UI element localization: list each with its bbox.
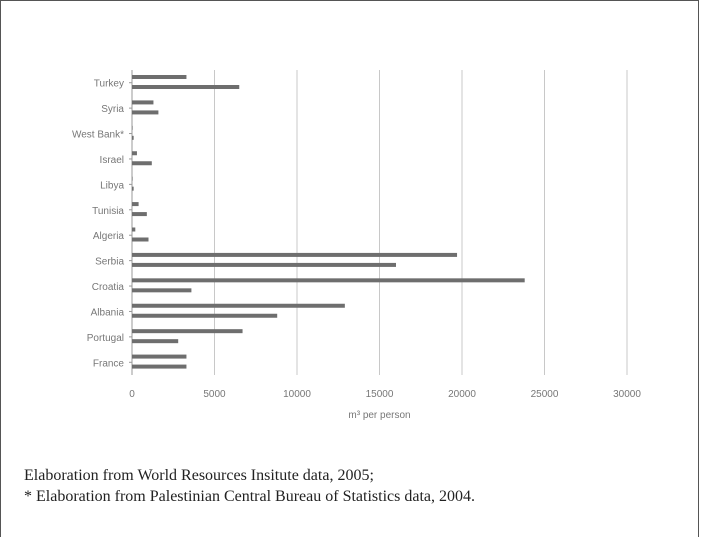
category-label-6: Algeria	[93, 231, 125, 242]
category-label-11: France	[93, 358, 125, 369]
bars	[132, 75, 525, 369]
category-label-1: Syria	[101, 104, 124, 115]
x-tick-30000: 30000	[613, 389, 641, 400]
bar-4-1	[132, 186, 134, 191]
bar-1-1	[132, 110, 159, 115]
bar-4-0	[132, 176, 133, 181]
x-tick-5000: 5000	[203, 389, 226, 400]
source-notes: Elaboration from World Resources Insitut…	[24, 465, 475, 507]
bar-2-1	[132, 135, 134, 140]
bar-1-0	[132, 100, 154, 105]
category-labels: Turkey Syria West Bank* Israel Libya Tunisia A…	[72, 79, 125, 370]
bar-6-0	[132, 227, 136, 232]
bar-9-0	[132, 303, 345, 308]
category-label-10: Portugal	[87, 333, 124, 344]
bar-11-1	[132, 364, 187, 369]
category-label-4: Libya	[100, 180, 124, 191]
category-label-8: Croatia	[92, 282, 125, 293]
bar-10-1	[132, 339, 179, 344]
water-resources-bar-chart: Turkey Syria West Bank* Israel Libya Tunisia A…	[72, 70, 641, 421]
x-tick-15000: 15000	[366, 389, 394, 400]
x-tick-labels: 0 5000 10000 15000 20000 25000 30000	[129, 389, 641, 400]
bar-6-1	[132, 237, 149, 242]
grid-lines	[129, 70, 628, 375]
source-note-2: * Elaboration from Palestinian Central B…	[24, 488, 476, 505]
x-tick-20000: 20000	[448, 389, 476, 400]
bar-0-1	[132, 85, 240, 89]
x-tick-25000: 25000	[531, 389, 559, 400]
x-tick-10000: 10000	[283, 389, 311, 400]
bar-3-1	[132, 161, 152, 166]
category-label-7: Serbia	[95, 257, 124, 268]
bar-0-0	[132, 75, 187, 79]
bar-5-1	[132, 212, 147, 217]
category-label-5: Tunisia	[92, 206, 124, 217]
x-axis-label: m³ per person	[348, 410, 410, 421]
bar-5-0	[132, 202, 139, 207]
bar-8-0	[132, 278, 525, 283]
bar-7-0	[132, 252, 458, 257]
category-label-9: Albania	[91, 307, 125, 318]
source-note-1: Elaboration from World Resources Insitut…	[24, 467, 374, 484]
category-label-0: Turkey	[94, 79, 124, 90]
category-label-3: Israel	[100, 155, 124, 166]
bar-2-0	[132, 125, 133, 130]
bar-11-0	[132, 354, 187, 359]
category-label-2: West Bank*	[72, 130, 124, 141]
bar-9-1	[132, 313, 278, 318]
bar-3-0	[132, 151, 137, 156]
x-tick-0: 0	[129, 389, 135, 400]
bar-7-1	[132, 262, 396, 267]
bar-10-0	[132, 329, 243, 334]
bar-8-1	[132, 288, 192, 293]
